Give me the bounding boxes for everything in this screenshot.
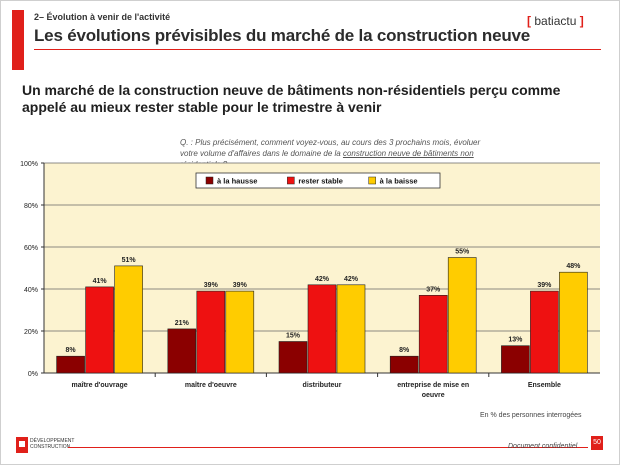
bar <box>307 284 337 374</box>
bar-value-label: 39% <box>233 282 248 289</box>
page-number: 50 <box>591 436 603 450</box>
logo-line-2: CONSTRUCTION <box>30 444 71 450</box>
bar <box>389 355 419 374</box>
bar <box>167 328 197 374</box>
bar-value-label: 48% <box>566 263 581 270</box>
x-tick-label: oeuvre <box>422 392 445 399</box>
y-tick-label: 100% <box>20 161 38 168</box>
bar-value-label: 41% <box>93 278 108 285</box>
logo-mark-icon <box>16 437 28 453</box>
legend-label: à la hausse <box>217 177 257 186</box>
bar <box>56 355 85 374</box>
bar-value-label: 51% <box>122 257 137 264</box>
bar-value-label: 15% <box>286 333 301 340</box>
bar <box>447 257 477 374</box>
title-divider <box>34 49 601 50</box>
legend-box <box>195 172 441 189</box>
bar-value-label: 42% <box>344 276 359 283</box>
legend-swatch <box>368 176 376 185</box>
y-tick-label: 40% <box>24 287 38 294</box>
legend-label: rester stable <box>298 177 343 186</box>
x-tick-label: distributeur <box>303 382 342 389</box>
y-tick-label: 20% <box>24 329 38 336</box>
bar-value-label: 13% <box>508 337 523 344</box>
chart-footnote: En % des personnes interrogées <box>480 412 582 419</box>
bar <box>278 341 308 374</box>
bar <box>336 284 366 374</box>
x-tick-label: entreprise de mise en <box>397 382 469 389</box>
bar <box>559 271 588 374</box>
brand-name: batiactu <box>534 14 577 28</box>
legend-swatch <box>205 176 214 185</box>
bar-value-label: 8% <box>66 347 77 354</box>
x-tick-label: maître d'oeuvre <box>185 382 237 389</box>
bar <box>114 265 143 374</box>
x-tick-label: maître d'ouvrage <box>72 382 128 389</box>
legend-swatch <box>287 176 295 185</box>
bar-value-label: 55% <box>455 249 470 256</box>
bar-value-label: 39% <box>537 282 552 289</box>
bar <box>85 286 114 374</box>
y-tick-label: 0% <box>28 371 38 378</box>
legend-label: à la baisse <box>380 177 418 186</box>
bar-value-label: 37% <box>426 286 441 293</box>
bar-value-label: 42% <box>315 276 330 283</box>
slide-headline: Un marché de la construction neuve de bâ… <box>22 82 561 115</box>
brand-logo: [ batiactu ] <box>527 14 584 28</box>
bar <box>530 290 559 374</box>
bar-value-label: 21% <box>175 320 190 327</box>
y-tick-label: 80% <box>24 203 38 210</box>
question-prefix: Q. : Plus précisément, comment voyez-vou… <box>180 138 481 158</box>
bar-value-label: 8% <box>399 347 410 354</box>
page-title: Les évolutions prévisibles du marché de … <box>34 26 531 45</box>
brand-bracket-left: [ <box>527 14 531 28</box>
bar <box>501 345 530 374</box>
section-kicker: 2– Évolution à venir de l'activité <box>34 12 171 22</box>
bar <box>196 290 226 374</box>
bar <box>418 294 448 374</box>
footer-divider <box>68 447 588 448</box>
bar-value-label: 39% <box>204 282 219 289</box>
brand-bracket-right: ] <box>579 14 584 28</box>
x-tick-label: Ensemble <box>528 382 561 389</box>
developpement-construction-logo: DÉVELOPPEMENT CONSTRUCTION <box>16 437 74 455</box>
logo-line-1: DÉVELOPPEMENT <box>30 438 75 444</box>
title-accent-bar <box>12 10 24 70</box>
confidential-label: Document confidentiel <box>508 443 578 450</box>
bar <box>225 290 255 374</box>
y-tick-label: 60% <box>24 245 38 252</box>
